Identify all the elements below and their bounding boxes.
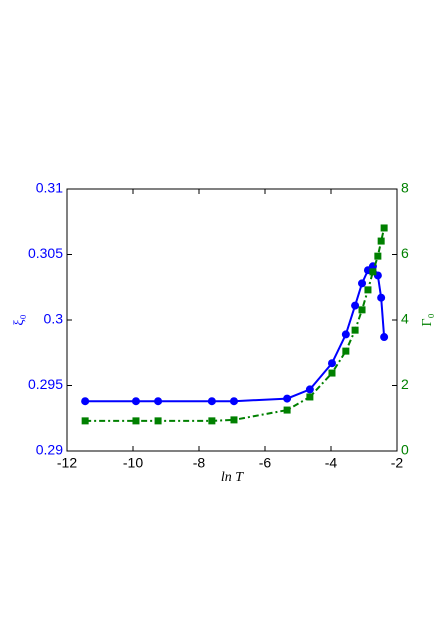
x-tick-label: -2 (391, 455, 404, 471)
point (154, 417, 162, 425)
y-tick-label: 0.31 (36, 180, 63, 196)
x-tick-label: -4 (325, 455, 338, 471)
point (154, 397, 163, 406)
point (351, 326, 359, 334)
y-axis-label: ξ₀ (12, 314, 27, 325)
point (81, 417, 89, 425)
x-tick-label: -12 (57, 455, 77, 471)
point (328, 369, 336, 377)
point (327, 359, 336, 368)
y2-axis-label: Γ₀ (420, 313, 435, 326)
y2-tick-label: 0 (401, 442, 409, 458)
point (369, 268, 377, 276)
point (306, 393, 314, 401)
x-tick-label: -6 (259, 455, 272, 471)
point (81, 397, 90, 406)
point (377, 237, 385, 245)
point (207, 397, 216, 406)
y2-tick-label: 2 (401, 376, 409, 392)
point (358, 306, 366, 314)
point (208, 417, 216, 425)
y-tick-label: 0.295 (28, 376, 63, 392)
point (131, 397, 140, 406)
point (380, 333, 389, 342)
point (341, 330, 350, 339)
point (364, 286, 372, 294)
x-tick-label: -10 (123, 455, 143, 471)
point (283, 394, 292, 403)
point (358, 279, 367, 288)
series-line (85, 227, 386, 422)
y-tick-label: 0.29 (36, 442, 63, 458)
y2-tick-label: 4 (401, 311, 409, 327)
point (230, 416, 238, 424)
y-tick-label: 0.305 (28, 245, 63, 261)
x-tick-label: -8 (193, 455, 206, 471)
point (351, 301, 360, 310)
series-line (85, 264, 386, 403)
x-axis-label: ln T (221, 470, 244, 485)
point (283, 406, 291, 414)
point (377, 293, 386, 302)
plot-frame (66, 188, 398, 452)
point (342, 347, 350, 355)
point (380, 224, 388, 232)
point (229, 397, 238, 406)
point (305, 385, 314, 394)
y2-tick-label: 8 (401, 180, 409, 196)
y-tick-label: 0.3 (44, 311, 64, 327)
point (374, 252, 382, 260)
point (132, 417, 140, 425)
y2-tick-label: 6 (401, 245, 409, 261)
